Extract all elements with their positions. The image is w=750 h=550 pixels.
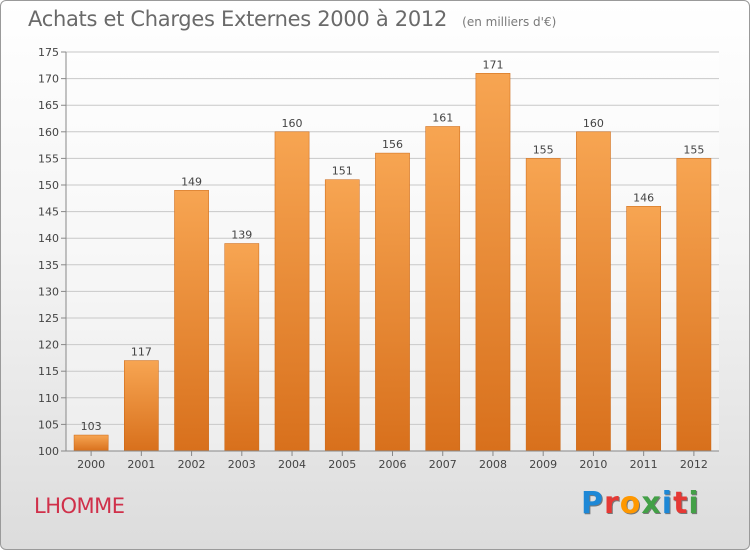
y-tick-label: 165 (38, 99, 59, 112)
y-tick-label: 155 (38, 152, 59, 165)
axis-layer: 100 105 110 115 120 125 130 135 140 145 150 155 160 1… (38, 46, 719, 471)
bar-2002 (174, 190, 209, 452)
x-tick-label: 2008 (479, 458, 507, 471)
logo-letter: o (619, 486, 642, 521)
bar-2005 (324, 179, 360, 452)
x-tick-label: 2012 (680, 458, 708, 471)
data-label-2009: 155 (533, 143, 554, 156)
y-tick-label: 140 (38, 232, 59, 245)
data-label-2012: 155 (683, 143, 704, 156)
x-tick-label: 2000 (77, 458, 105, 471)
data-label-2006: 156 (382, 138, 403, 151)
data-label-2008: 171 (482, 58, 503, 71)
x-tick-label: 2011 (630, 458, 658, 471)
data-label-2010: 160 (583, 117, 604, 130)
y-tick-label: 175 (38, 46, 59, 59)
y-tick-label: 160 (38, 126, 59, 139)
data-label-2004: 160 (282, 117, 303, 130)
data-label-2003: 139 (231, 229, 252, 242)
bar-2009 (525, 158, 561, 452)
bar-2003 (224, 243, 260, 452)
bar-2007 (425, 126, 461, 452)
city-name: LHOMME (34, 494, 125, 518)
y-tick-label: 115 (38, 365, 59, 378)
y-tick-label: 125 (38, 312, 59, 325)
logo-letter: i (688, 486, 700, 521)
logo-letter: P (581, 486, 604, 521)
bar-2001 (124, 360, 159, 452)
logo-letter: x (641, 486, 662, 521)
y-tick-label: 135 (38, 259, 59, 272)
logo-letter: i (661, 486, 674, 521)
logo-letter: r (604, 486, 620, 521)
chart-subtitle: (en milliers d'€) (462, 15, 557, 29)
x-tick-label: 2007 (429, 458, 457, 471)
bar-2004 (274, 131, 310, 452)
bar-2000 (73, 434, 109, 452)
chart-title: Achats et Charges Externes 2000 à 2012 (28, 7, 448, 31)
y-tick-label: 100 (38, 445, 59, 458)
bar-2006 (375, 152, 410, 452)
data-label-2007: 161 (432, 111, 453, 124)
data-label-2005: 151 (332, 165, 353, 178)
data-label-2011: 146 (633, 191, 654, 204)
x-tick-label: 2004 (278, 458, 306, 471)
proxiti-logo: Proxiti (581, 486, 700, 521)
bar-2008 (475, 73, 511, 452)
x-tick-label: 2005 (328, 458, 356, 471)
y-tick-label: 105 (38, 418, 59, 431)
y-tick-label: 150 (38, 179, 59, 192)
data-label-2001: 117 (131, 346, 152, 359)
bar-2011 (626, 206, 661, 452)
y-tick-label: 110 (38, 392, 59, 405)
bar-2010 (576, 131, 611, 452)
bar-2012 (676, 158, 712, 452)
x-tick-label: 2001 (127, 458, 155, 471)
x-tick-label: 2006 (379, 458, 407, 471)
x-tick-label: 2002 (178, 458, 206, 471)
x-tick-label: 2003 (228, 458, 256, 471)
x-tick-label: 2010 (579, 458, 607, 471)
title-row: Achats et Charges Externes 2000 à 2012 (… (28, 7, 556, 31)
logo-letter: t (673, 486, 689, 521)
data-label-2002: 149 (181, 175, 202, 188)
x-tick-label: 2009 (529, 458, 557, 471)
y-tick-label: 170 (38, 73, 59, 86)
y-tick-label: 130 (38, 285, 59, 298)
y-tick-label: 120 (38, 339, 59, 352)
data-label-2000: 103 (81, 420, 102, 433)
y-tick-label: 145 (38, 206, 59, 219)
